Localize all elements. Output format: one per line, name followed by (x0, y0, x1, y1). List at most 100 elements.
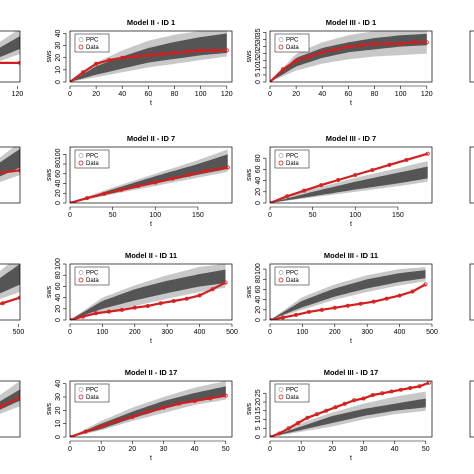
x-tick-label: 100 (97, 329, 109, 336)
y-axis-label: sws (46, 402, 53, 415)
y-tick-label: 20 (55, 305, 62, 313)
data-point (411, 40, 416, 45)
y-tick-label: 100 (55, 258, 62, 270)
legend-data-swatch (78, 44, 84, 50)
data-point (153, 180, 158, 185)
x-tick-label: 40 (391, 446, 399, 453)
data-point (197, 293, 202, 298)
y-tick-label: 40 (255, 296, 262, 304)
y-tick-label: 40 (255, 177, 262, 185)
data-point (223, 280, 228, 285)
ppc-core (70, 33, 227, 82)
legend-data-swatch (78, 394, 84, 400)
y-tick-label: 20 (255, 306, 262, 314)
x-tick-label: 150 (392, 212, 404, 219)
y-tick-label: 0 (55, 80, 62, 84)
data-point (0, 301, 5, 306)
data-point (319, 183, 324, 188)
y-tick-label: 0 (55, 201, 62, 205)
data-point (80, 314, 85, 319)
y-tick-label: 80 (255, 275, 262, 283)
y-tick-label: 25 (255, 43, 262, 51)
data-point (342, 401, 347, 406)
data-point (285, 194, 290, 199)
legend-ppc-label: PPC (286, 271, 299, 277)
y-axis-label: sws (246, 50, 253, 63)
data-point (372, 41, 377, 46)
data-point (208, 396, 213, 401)
y-tick-label: 10 (55, 420, 62, 428)
data-point (398, 41, 403, 46)
data-point (94, 61, 99, 66)
panel-title: Model III - ID 7 (326, 134, 376, 143)
data-point (145, 303, 150, 308)
panel-l3: 500 (0, 263, 24, 336)
data-line (270, 41, 427, 82)
y-tick-label: 80 (55, 160, 62, 168)
plot-frame (469, 30, 474, 83)
legend-ppc-label: PPC (286, 154, 299, 160)
data-point (170, 176, 175, 181)
data-line (70, 49, 227, 82)
legend-data-swatch (278, 394, 284, 400)
y-tick-label: 80 (255, 154, 262, 162)
data-point (145, 409, 150, 414)
legend-data-label: Data (286, 45, 299, 51)
data-point (286, 426, 291, 431)
data-point (146, 53, 151, 58)
panel-title: Model III - ID 11 (324, 251, 378, 260)
x-tick-label: 10 (297, 446, 305, 453)
legend-data-swatch (278, 277, 284, 283)
data-line (0, 169, 20, 174)
data-point (119, 187, 124, 192)
data-point (371, 299, 376, 304)
x-tick-label: 40 (318, 91, 326, 98)
y-tick-label: 20 (55, 189, 62, 197)
x-tick-label: 50 (222, 446, 230, 453)
ppc-core (70, 154, 228, 203)
legend-data-label: Data (86, 161, 99, 167)
panel-r3: 60100 (469, 263, 474, 321)
data-point (307, 54, 312, 59)
panel-title: Model II - ID 1 (127, 18, 175, 27)
data-point (114, 418, 119, 423)
legend-data-swatch (78, 277, 84, 283)
data-point (224, 48, 229, 53)
data-point (306, 309, 311, 314)
legend-box (74, 33, 110, 53)
y-tick-label: 25 (255, 389, 262, 397)
legend-ppc-swatch (278, 153, 284, 158)
ppc-core (0, 264, 20, 294)
data-point (81, 70, 86, 75)
legend-ppc-label: PPC (286, 388, 299, 394)
data-point (161, 405, 166, 410)
data-point (324, 408, 329, 413)
x-tick-label: 40 (191, 446, 199, 453)
panel-r2 (469, 146, 474, 204)
data-point (210, 287, 215, 292)
data-point (204, 168, 209, 173)
data-point (133, 54, 138, 59)
legend-ppc-swatch (78, 153, 84, 158)
legend-ppc-swatch (78, 37, 84, 42)
x-tick-label: 80 (171, 91, 179, 98)
data-point (404, 157, 409, 162)
y-tick-label: 35 (255, 28, 262, 36)
x-tick-label: 200 (329, 329, 341, 336)
y-axis-label: sws (246, 285, 253, 298)
panel-title: Model II - ID 17 (125, 368, 178, 377)
data-point (389, 389, 394, 394)
x-tick-label: 100 (395, 91, 407, 98)
data-line (0, 396, 20, 408)
data-point (185, 49, 190, 54)
data-point (107, 58, 112, 63)
y-axis-label: sws (46, 50, 53, 63)
y-tick-label: 100 (255, 263, 262, 275)
ppc-envelope (70, 149, 228, 203)
panel-title: Model II - ID 7 (127, 134, 175, 143)
data-point (277, 431, 282, 436)
